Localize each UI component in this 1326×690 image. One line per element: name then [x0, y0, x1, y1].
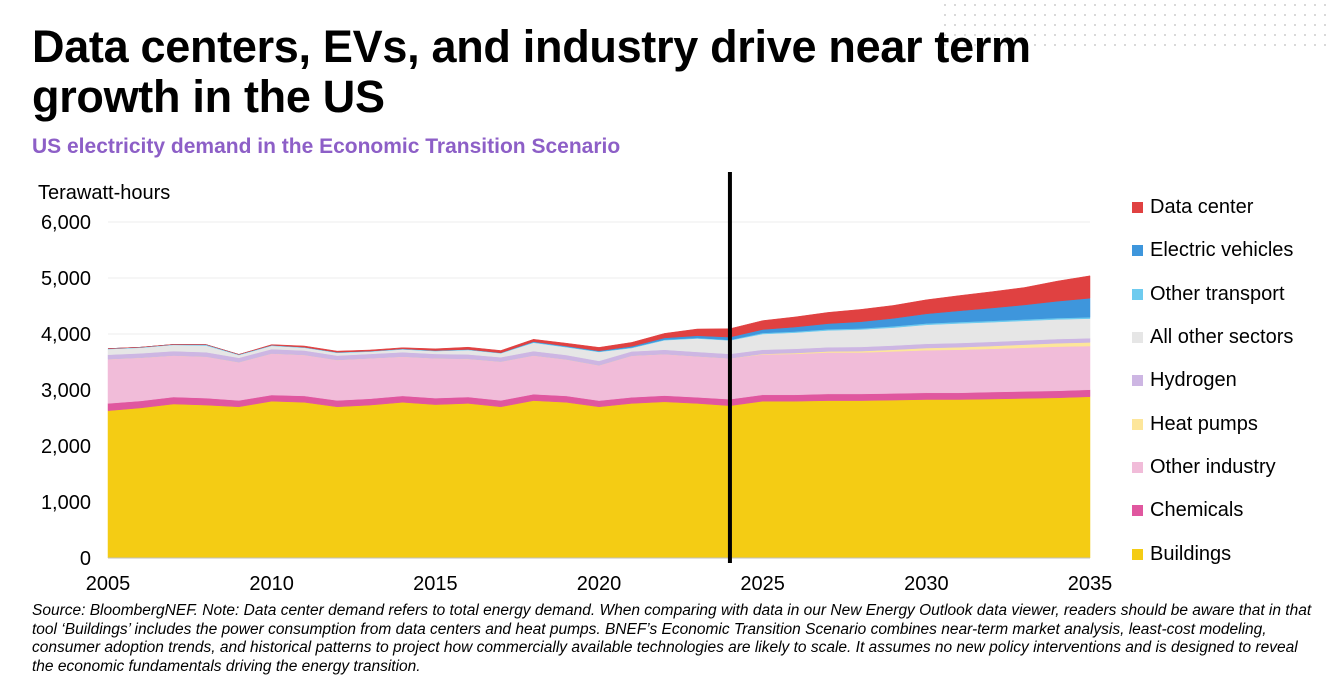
chart-subtitle: US electricity demand in the Economic Tr… [32, 135, 621, 158]
y-axis-label: Terawatt-hours [38, 182, 171, 204]
legend-item-buildings: Buildings [1132, 532, 1293, 575]
legend-label: Buildings [1150, 542, 1232, 565]
source-note: Source: BloombergNEF. Note: Data center … [32, 602, 1312, 675]
legend-item-other-industry: Other industry [1132, 446, 1293, 489]
y-tick-label: 1,000 [41, 492, 91, 514]
series-data-center-area [107, 275, 1091, 355]
legend-swatch [1132, 418, 1143, 430]
x-tick-label: 2030 [904, 573, 949, 595]
legend-item-data-center: Data center [1132, 186, 1293, 229]
legend-swatch [1132, 332, 1143, 344]
legend-label: Data center [1150, 196, 1254, 219]
legend-swatch [1132, 505, 1143, 517]
legend-item-chemicals: Chemicals [1132, 489, 1293, 532]
legend-item-electric-vehicles: Electric vehicles [1132, 229, 1293, 272]
x-tick-label: 2020 [577, 573, 622, 595]
x-tick-label: 2025 [740, 573, 785, 595]
legend-label: Electric vehicles [1150, 239, 1294, 262]
legend-label: Other industry [1150, 455, 1276, 478]
area-series [107, 275, 1091, 559]
legend-swatch [1132, 461, 1143, 473]
legend-label: Hydrogen [1150, 369, 1237, 392]
y-tick-label: 5,000 [41, 268, 91, 290]
legend-item-hydrogen: Hydrogen [1132, 359, 1293, 402]
legend-label: Other transport [1150, 282, 1285, 305]
legend-swatch [1132, 548, 1143, 560]
legend-item-other-transport: Other transport [1132, 273, 1293, 316]
series-buildings-area [107, 396, 1091, 559]
x-tick-label: 2035 [1068, 573, 1113, 595]
y-tick-label: 6,000 [41, 212, 91, 234]
y-axis-ticks: 0 1,000 2,000 3,000 4,000 5,000 6,000 [41, 212, 91, 570]
x-axis-ticks: 2005 2010 2015 2020 2025 2030 2035 [86, 573, 1113, 595]
legend-item-heat-pumps: Heat pumps [1132, 402, 1293, 445]
x-tick-label: 2015 [413, 573, 458, 595]
legend-label: Heat pumps [1150, 412, 1258, 435]
x-tick-label: 2005 [86, 573, 131, 595]
y-tick-label: 4,000 [41, 324, 91, 346]
legend-label: Chemicals [1150, 499, 1244, 522]
legend-swatch [1132, 202, 1143, 214]
legend-swatch [1132, 375, 1143, 387]
legend-label: All other sectors [1150, 326, 1294, 349]
y-tick-label: 3,000 [41, 380, 91, 402]
legend-swatch [1132, 245, 1143, 257]
page-title: Data centers, EVs, and industry drive ne… [32, 21, 1031, 122]
legend-item-all-other-sectors: All other sectors [1132, 316, 1293, 359]
y-tick-label: 2,000 [41, 436, 91, 458]
x-tick-label: 2010 [249, 573, 294, 595]
y-tick-label: 0 [80, 548, 91, 570]
legend: Data center Electric vehicles Other transp… [1132, 186, 1293, 576]
legend-swatch [1132, 288, 1143, 300]
decorative-dot-pattern [940, 0, 1326, 52]
